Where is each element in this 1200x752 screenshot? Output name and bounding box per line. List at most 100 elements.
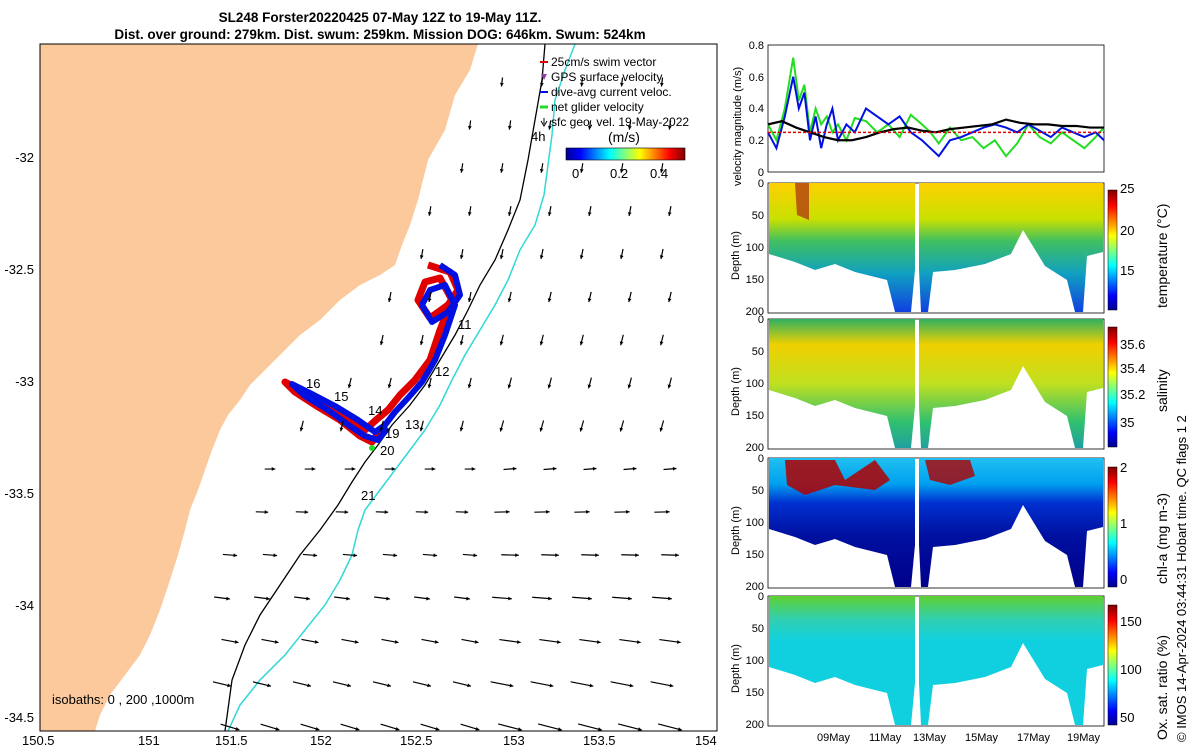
ox-colorbar [1108,605,1117,725]
map-ytick: -32 [15,150,34,165]
temperature-warm-patch [795,183,809,220]
map-y-ticks: -32 -32.5 -33 -33.5 -34 -34.5 [4,150,34,725]
map-ytick: -33 [15,374,34,389]
legend-item: net glider velocity [551,100,644,114]
time-xtick: 11May [869,732,902,744]
day-label: 19 [385,426,399,441]
day-label: 13 [405,417,419,432]
speed-colorbar [566,148,685,160]
time-xtick: 13May [913,732,947,744]
temp-ytick: 100 [746,242,764,254]
map-ytick: -32.5 [4,262,34,277]
day-label: 4h [531,129,545,144]
sal-cbar-tick: 35.6 [1120,338,1145,351]
time-xtick: 09May [817,732,851,744]
map-xtick: 151.5 [215,733,248,748]
day-label: 12 [435,364,449,379]
legend-item: sfc geo. vel. 19-May-2022 [551,115,689,129]
map-panel: 150.5 151 151.5 152 152.5 153 153.5 154 … [0,0,730,750]
ox-ytick: 50 [752,623,764,635]
map-ytick: -34.5 [4,710,34,725]
chl-colorbar [1108,467,1117,587]
chl-ytick: 100 [746,517,764,529]
legend-item: GPS surface velocity [551,70,662,84]
temp-ytick: 50 [752,210,764,222]
legend-item: 25cm/s swim vector [551,55,656,69]
ox-ytick: 100 [746,655,764,667]
chl-ytick: 150 [746,549,764,561]
day-label: 16 [306,376,320,391]
ox-ytick: 0 [758,591,764,603]
temp-cbar-label: temperature (°C) [1154,204,1170,308]
chl-cbar-label: chl-a (mg m-3) [1154,493,1170,584]
velocity-ytick: 0.4 [749,103,764,115]
temp-cbar-tick: 15 [1120,264,1134,277]
velocity-ylabel: velocity magnitude (m/s) [732,67,744,186]
time-xtick: 19May [1067,732,1101,744]
temperature-panel: 0 50 100 150 200 Depth (m) [730,178,1117,318]
map-xtick: 153 [503,733,525,748]
timeseries-panels: 0 0.2 0.4 0.6 0.8 velocity magnitude (m/… [725,40,1125,752]
chl-ytick: 0 [758,453,764,465]
sal-cbar-tick: 35.2 [1120,388,1145,401]
map-xtick: 152 [310,733,332,748]
salinity-panel: 0 50 100 150 200 Depth (m) [730,314,1117,454]
time-xtick: 17May [1017,732,1051,744]
map-xtick: 152.5 [400,733,433,748]
map-ytick: -33.5 [4,486,34,501]
map-ytick: -34 [15,598,34,613]
velocity-ytick: 0.6 [749,72,764,84]
colorbar-tick: 0.4 [650,166,668,181]
sal-ylabel: Depth (m) [730,367,742,416]
temp-ytick: 0 [758,178,764,190]
glider-current-position [369,445,375,451]
chla-panel: 0 50 100 150 200 Depth (m) [730,453,1117,593]
temp-cbar-tick: 20 [1120,224,1134,237]
colorbar-label: (m/s) [608,129,640,145]
sal-ytick: 0 [758,314,764,326]
map-x-ticks: 150.5 151 151.5 152 152.5 153 153.5 154 [22,733,717,748]
colorbar-tick: 0.2 [610,166,628,181]
day-label: 20 [380,443,394,458]
sal-ytick: 150 [746,410,764,422]
sal-cbar-label: salinity [1154,369,1170,412]
chl-ylabel: Depth (m) [730,506,742,555]
ox-cbar-tick: 100 [1120,663,1142,676]
sal-ytick: 50 [752,346,764,358]
legend-item: dive-avg current veloc. [551,85,672,99]
velocity-ytick: 0.8 [749,40,764,52]
map-xtick: 153.5 [583,733,616,748]
sal-cbar-tick: 35.4 [1120,362,1145,375]
time-xtick: 15May [965,732,999,744]
oxygen-panel: 0 50 100 150 200 Depth (m) 09May 11May 1… [730,591,1117,744]
temp-ylabel: Depth (m) [730,231,742,280]
colorbar-tick: 0 [572,166,579,181]
velocity-ytick: 0.2 [749,135,764,147]
sal-cbar-tick: 35 [1120,416,1134,429]
chl-cbar-tick: 0 [1120,573,1127,586]
ox-cbar-tick: 50 [1120,711,1134,724]
ox-ytick: 150 [746,687,764,699]
day-label: 11 [458,317,472,332]
temp-colorbar [1108,190,1117,310]
day-label: 15 [334,389,348,404]
sal-ytick: 100 [746,378,764,390]
ox-ytick: 200 [746,719,764,731]
chl-cbar-tick: 2 [1120,461,1127,474]
day-label: 21 [361,488,375,503]
map-xtick: 151 [138,733,160,748]
map-xtick: 154 [695,733,717,748]
velocity-panel: 0 0.2 0.4 0.6 0.8 velocity magnitude (m/… [732,40,1104,186]
ox-cbar-tick: 150 [1120,615,1142,628]
sal-colorbar [1108,327,1117,447]
temp-ytick: 150 [746,274,764,286]
ox-ylabel: Depth (m) [730,644,742,693]
chl-ytick: 50 [752,485,764,497]
ox-cbar-label: Ox. sat. ratio (%) [1154,635,1170,740]
temp-cbar-tick: 25 [1120,182,1134,195]
isobaths-label: isobaths: 0 , 200 ,1000m [52,692,194,707]
map-xtick: 150.5 [22,733,55,748]
chl-cbar-tick: 1 [1120,517,1127,530]
day-label: 14 [368,403,382,418]
credit-text: © IMOS 14-Apr-2024 03:44:31 Hobart time.… [1174,415,1189,742]
